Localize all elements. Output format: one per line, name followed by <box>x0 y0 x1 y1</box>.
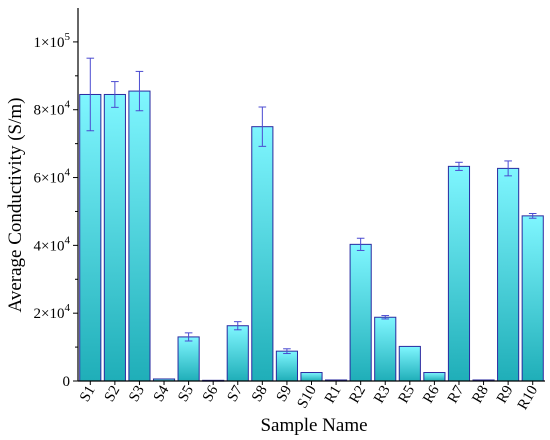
x-tick-label-s2: S2 <box>102 383 124 405</box>
x-tick-label-s7: S7 <box>224 383 246 405</box>
x-tick-label-r2: R2 <box>347 383 370 406</box>
error-bar-s8 <box>258 106 267 147</box>
x-tick-label-s10: S10 <box>294 383 320 411</box>
y-tick-label-40000: 4×104 <box>34 234 71 254</box>
y-tick-label-0: 0 <box>63 374 71 390</box>
x-tick-label-s6: S6 <box>200 383 222 405</box>
error-bar-s2 <box>111 81 119 108</box>
error-bar-s3 <box>135 70 144 112</box>
x-tick-label-s3: S3 <box>126 383 148 405</box>
x-tick-label-s5: S5 <box>175 383 197 405</box>
x-tick-label-s8: S8 <box>249 383 271 405</box>
bars-group <box>79 90 544 382</box>
error-bar-r2 <box>356 237 365 251</box>
bar-s7 <box>226 325 249 382</box>
y-axis-title: Average Conductivity (S/m) <box>5 98 26 313</box>
x-axis-title: Sample Name <box>260 415 367 436</box>
y-tick-label-100000: 1×105 <box>34 31 71 51</box>
y-tick-label-20000: 2×104 <box>34 302 71 322</box>
error-bar-s5 <box>184 332 193 342</box>
bar-r2 <box>349 243 372 382</box>
bar-s3 <box>128 90 151 382</box>
error-bar-r3 <box>381 315 390 320</box>
error-bars-group <box>86 57 537 355</box>
bar-s10 <box>300 372 323 382</box>
bar-r6 <box>423 372 446 382</box>
error-bar-s1 <box>86 57 95 132</box>
error-bar-s9 <box>283 348 291 355</box>
x-tick-label-s9: S9 <box>274 383 296 405</box>
bar-s9 <box>275 350 298 382</box>
bar-s5 <box>177 336 200 382</box>
bar-r7 <box>447 165 471 382</box>
y-tick-label-80000: 8×104 <box>34 99 71 119</box>
y-tick-label-60000: 6×104 <box>34 167 71 187</box>
bar-r10 <box>521 215 544 382</box>
x-tick-label-r5: R5 <box>396 383 419 406</box>
x-tick-label-r8: R8 <box>469 383 492 406</box>
bar-r5 <box>398 345 421 382</box>
bar-s1 <box>79 93 102 382</box>
x-tick-label-r10: R10 <box>515 383 541 413</box>
x-tick-label-r1: R1 <box>322 383 345 406</box>
bar-s8 <box>251 126 274 382</box>
error-bar-s7 <box>233 321 242 331</box>
bar-s2 <box>103 93 126 382</box>
x-tick-label-r3: R3 <box>371 383 394 406</box>
x-tick-label-r9: R9 <box>494 383 517 406</box>
x-tick-label-r6: R6 <box>420 383 443 407</box>
x-tick-label-s1: S1 <box>77 383 99 405</box>
bar-r3 <box>374 316 397 382</box>
x-tick-label-s4: S4 <box>151 383 173 405</box>
error-bar-r10 <box>528 212 537 219</box>
error-bar-r9 <box>504 160 512 177</box>
y-ticks-group: 0 2×104 4×104 6×104 8×104 1×105 <box>34 31 78 390</box>
bar-r9 <box>497 167 520 382</box>
x-tick-label-r7: R7 <box>445 383 468 407</box>
error-bar-r7 <box>455 161 463 171</box>
